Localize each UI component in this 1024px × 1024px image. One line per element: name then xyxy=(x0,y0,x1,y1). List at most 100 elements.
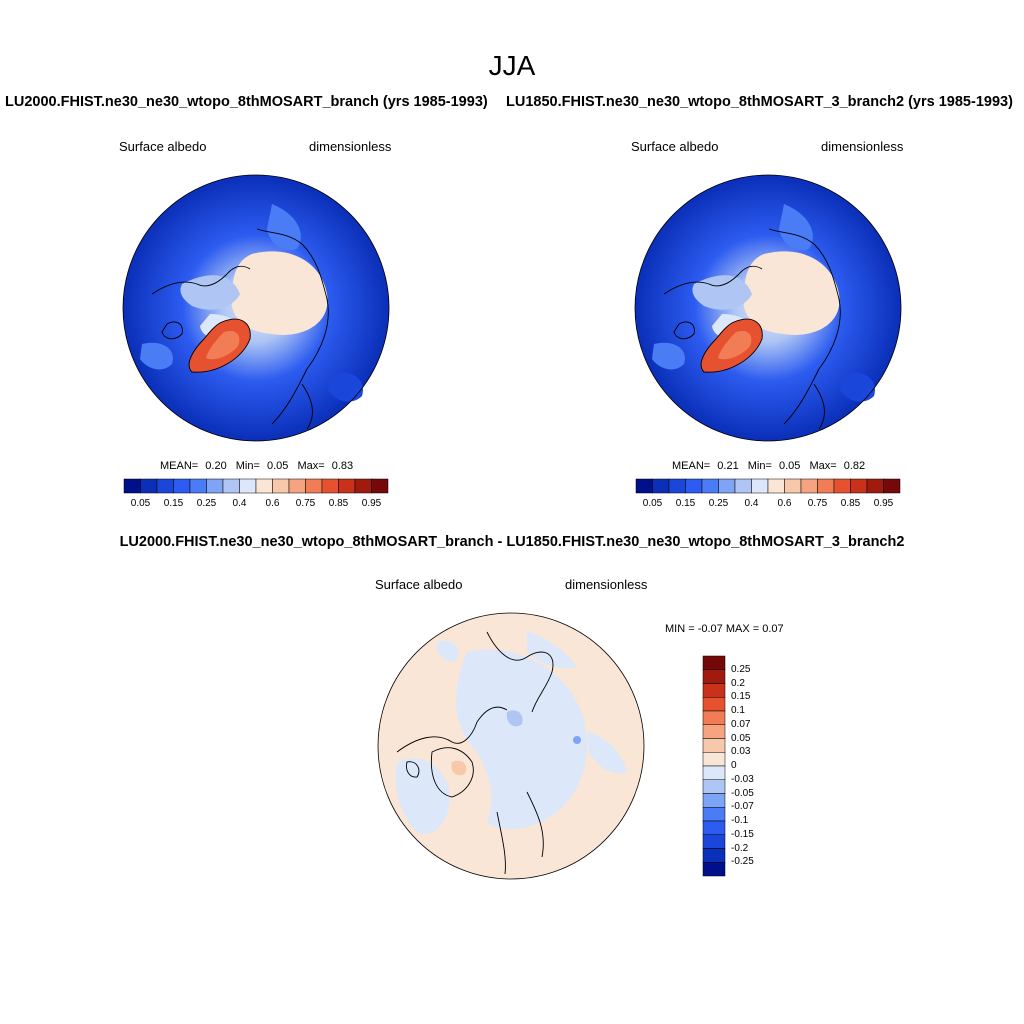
colorbar-tick-label: 0.07 xyxy=(731,718,751,730)
left-max-value: 0.83 xyxy=(331,460,354,472)
colorbar-swatch xyxy=(702,752,726,767)
right-min-value: 0.05 xyxy=(778,460,801,472)
colorbar-swatch xyxy=(222,478,240,494)
colorbar-swatch xyxy=(635,478,653,494)
colorbar-swatch xyxy=(702,793,726,808)
colorbar-tick-label: -0.1 xyxy=(731,815,749,826)
colorbar-tick-label: 0 xyxy=(731,760,737,771)
colorbar-swatch xyxy=(702,683,726,698)
colorbar-swatch xyxy=(338,478,356,494)
colorbar-tick-label: 0.75 xyxy=(295,498,316,509)
colorbar-swatch xyxy=(702,820,726,835)
colorbar-tick-label: 0.1 xyxy=(731,705,745,716)
colorbar-tick-label: 0.15 xyxy=(675,498,696,509)
colorbar-swatch xyxy=(702,848,726,863)
colorbar-swatch xyxy=(751,478,769,494)
colorbar-swatch xyxy=(833,478,851,494)
colorbar-tick-label: -0.07 xyxy=(731,801,754,813)
colorbar-swatch xyxy=(702,765,726,780)
colorbar-tick-label: 0.25 xyxy=(731,663,751,675)
left-units-label: dimensionless xyxy=(309,139,392,154)
difference-map xyxy=(377,612,645,880)
colorbar-tick-label: -0.2 xyxy=(731,842,749,854)
colorbar-tick-label: 0.2 xyxy=(731,677,745,689)
diff-units-label: dimensionless xyxy=(565,577,648,592)
colorbar-swatch xyxy=(702,697,726,712)
right-variable-label: Surface albedo xyxy=(631,139,719,154)
colorbar-swatch xyxy=(371,478,389,494)
colorbar-tick-label: 0.15 xyxy=(163,498,184,509)
left-stats: MEAN= 0.20 Min= 0.05 Max= 0.83 xyxy=(160,460,353,472)
colorbar-swatch xyxy=(140,478,158,494)
colorbar-tick-label: 0.25 xyxy=(708,498,729,509)
colorbar-tick-label: 0.4 xyxy=(232,498,247,509)
diff-variable-label: Surface albedo xyxy=(375,577,463,592)
colorbar-swatch xyxy=(702,669,726,684)
right-max-value: 0.82 xyxy=(843,460,866,472)
left-colorbar xyxy=(123,478,389,494)
colorbar-swatch xyxy=(866,478,884,494)
colorbar-tick-label: 0.6 xyxy=(265,498,280,509)
colorbar-swatch xyxy=(123,478,141,494)
right-units-label: dimensionless xyxy=(821,139,904,154)
colorbar-tick-label: 0.95 xyxy=(361,498,382,509)
colorbar-swatch xyxy=(702,807,726,822)
colorbar-swatch xyxy=(817,478,835,494)
colorbar-tick-label: 0.05 xyxy=(130,498,151,509)
colorbar-tick-label: 0.95 xyxy=(873,498,894,509)
colorbar-swatch xyxy=(767,478,785,494)
colorbar-swatch xyxy=(652,478,670,494)
colorbar-swatch xyxy=(702,724,726,739)
colorbar-swatch xyxy=(189,478,207,494)
left-min-label: Min= xyxy=(235,460,260,472)
left-case-title: LU2000.FHIST.ne30_ne30_wtopo_8thMOSART_b… xyxy=(5,94,488,110)
colorbar-tick-label: 0.15 xyxy=(731,691,751,703)
colorbar-tick-label: 0.05 xyxy=(731,732,751,744)
right-colorbar-ticks: 0.05 0.15 0.25 0.4 0.6 0.75 0.85 0.95 xyxy=(636,498,900,512)
colorbar-swatch xyxy=(272,478,290,494)
colorbar-swatch xyxy=(321,478,339,494)
colorbar-swatch xyxy=(800,478,818,494)
right-stats: MEAN= 0.21 Min= 0.05 Max= 0.82 xyxy=(672,460,865,472)
season-title: JJA xyxy=(488,50,536,81)
colorbar-swatch xyxy=(173,478,191,494)
colorbar-swatch xyxy=(701,478,719,494)
colorbar-swatch xyxy=(702,655,726,670)
colorbar-swatch xyxy=(668,478,686,494)
difference-colorbar-ticks: 0.25 0.2 0.15 0.1 0.07 0.05 0.03 0 -0.03 -0.05 -0.… xyxy=(731,656,771,876)
left-mean-value: 0.20 xyxy=(205,460,227,472)
left-min-value: 0.05 xyxy=(266,460,289,472)
colorbar-swatch xyxy=(305,478,323,494)
colorbar-swatch xyxy=(288,478,306,494)
colorbar-swatch xyxy=(883,478,901,494)
right-max-label: Max= xyxy=(809,460,837,472)
colorbar-tick-label: 0.4 xyxy=(744,498,759,509)
difference-title: LU2000.FHIST.ne30_ne30_wtopo_8thMOSART_b… xyxy=(119,534,905,550)
colorbar-swatch xyxy=(718,478,736,494)
left-max-label: Max= xyxy=(297,460,325,472)
left-albedo-map xyxy=(122,174,390,442)
colorbar-swatch xyxy=(702,834,726,849)
colorbar-tick-label: -0.03 xyxy=(731,773,754,785)
colorbar-tick-label: 0.85 xyxy=(328,498,349,509)
difference-colorbar xyxy=(702,655,726,877)
left-variable-label: Surface albedo xyxy=(119,139,207,154)
colorbar-tick-label: -0.15 xyxy=(731,828,754,840)
right-mean-label: MEAN= xyxy=(672,460,711,472)
colorbar-swatch xyxy=(239,478,257,494)
right-case-title: LU1850.FHIST.ne30_ne30_wtopo_8thMOSART_3… xyxy=(506,94,1013,110)
left-colorbar-ticks: 0.05 0.15 0.25 0.4 0.6 0.75 0.85 0.95 xyxy=(124,498,388,512)
colorbar-swatch xyxy=(702,710,726,725)
colorbar-tick-label: 0.75 xyxy=(807,498,828,509)
right-colorbar xyxy=(635,478,901,494)
colorbar-swatch xyxy=(156,478,174,494)
colorbar-swatch xyxy=(702,862,726,877)
diff-minmax: MIN = -0.07 MAX = 0.07 xyxy=(665,623,784,635)
colorbar-tick-label: -0.05 xyxy=(731,787,754,799)
colorbar-swatch xyxy=(206,478,224,494)
colorbar-swatch xyxy=(702,738,726,753)
colorbar-tick-label: 0.03 xyxy=(731,746,751,758)
colorbar-tick-label: 0.85 xyxy=(840,498,861,509)
colorbar-swatch xyxy=(685,478,703,494)
colorbar-swatch xyxy=(734,478,752,494)
